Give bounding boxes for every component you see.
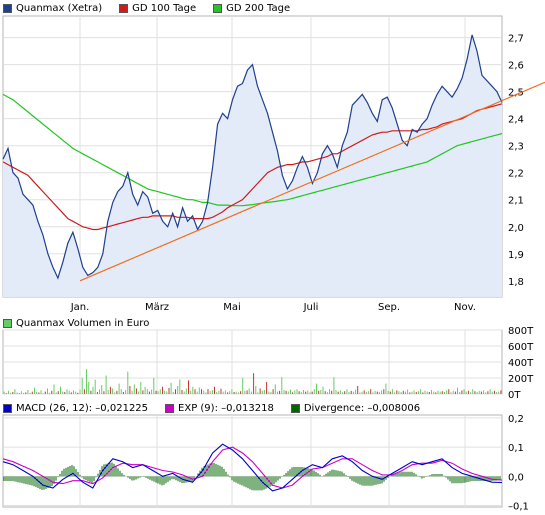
y-tick-label: 400T <box>508 358 534 369</box>
legend-swatch <box>290 403 300 413</box>
legend-label: Quanmax (Xetra) <box>16 2 103 14</box>
legend-label: EXP (9): –0,013218 <box>178 402 274 414</box>
x-tick-label: Nov. <box>454 302 476 313</box>
y-tick-label: 2,1 <box>508 196 524 207</box>
price-line <box>2 34 503 280</box>
legend-item-volume: Quanmax Volumen in Euro <box>0 318 149 329</box>
legend-swatch <box>213 3 223 13</box>
y-tick-label: 2,6 <box>508 61 524 72</box>
y-tick-label: 200T <box>508 374 534 385</box>
legend-label: GD 200 Tage <box>226 2 291 14</box>
y-tick-label: 600T <box>508 342 534 353</box>
legend-swatch <box>165 403 175 413</box>
y-tick-label: 2,5 <box>508 88 524 99</box>
x-tick-label: Jan. <box>70 302 90 313</box>
legend-item-gd100: GD 100 Tage <box>116 3 196 14</box>
y-tick-label: 1,9 <box>508 250 524 261</box>
legend-swatch <box>3 318 12 328</box>
legend-label: Quanmax Volumen in Euro <box>16 317 150 329</box>
y-tick-label: 0T <box>508 390 521 401</box>
y-tick-label: 0,2 <box>508 414 524 425</box>
volume-legend: Quanmax Volumen in Euro <box>0 316 163 330</box>
macd-line <box>2 443 503 492</box>
legend-item-price: Quanmax (Xetra) <box>0 3 102 14</box>
y-tick-label: 0,0 <box>508 472 524 483</box>
y-tick-label: 2,7 <box>508 34 524 45</box>
price-area-fill <box>3 34 502 298</box>
legend-label: MACD (26, 12): –0,021225 <box>16 402 149 414</box>
y-tick-label: 800T <box>508 326 534 337</box>
legend-item-macd: MACD (26, 12): –0,021225 <box>0 403 148 414</box>
y-tick-label: 2,0 <box>508 223 524 234</box>
macd-legend: MACD (26, 12): –0,021225 EXP (9): –0,013… <box>0 401 434 415</box>
legend-item-gd200: GD 200 Tage <box>210 3 290 14</box>
y-tick-label: 2,2 <box>508 169 524 180</box>
x-tick-label: Juli <box>303 302 319 313</box>
x-tick-label: März <box>145 302 169 313</box>
y-tick-label: 2,4 <box>508 115 524 126</box>
legend-item-exp: EXP (9): –0,013218 <box>162 403 274 414</box>
y-tick-label: –0,1 <box>508 502 529 513</box>
legend-swatch <box>3 403 12 413</box>
y-tick-label: 1,8 <box>508 277 524 288</box>
legend-swatch <box>119 3 129 13</box>
legend-swatch <box>3 3 12 13</box>
legend-label: Divergence: –0,008006 <box>303 402 421 414</box>
trend-line <box>79 81 545 282</box>
legend-label: GD 100 Tage <box>132 2 197 14</box>
x-tick-label: Sep. <box>378 302 400 313</box>
price-legend: Quanmax (Xetra) GD 100 Tage GD 200 Tage <box>0 1 304 15</box>
legend-item-divergence: Divergence: –0,008006 <box>288 403 420 414</box>
y-tick-label: 0,1 <box>508 443 524 454</box>
y-tick-label: 2,3 <box>508 142 524 153</box>
x-tick-label: Mai <box>223 302 241 313</box>
gd200-line <box>2 93 503 207</box>
